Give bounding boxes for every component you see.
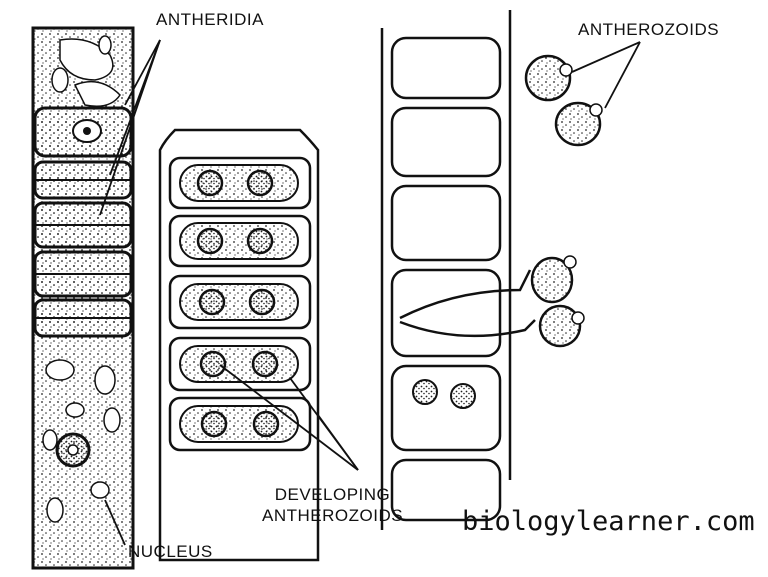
antheridia-label: ANTHERIDIA bbox=[156, 10, 264, 29]
watermark: biologylearner.com bbox=[462, 506, 755, 537]
middle-filament bbox=[158, 128, 320, 562]
developing-cell bbox=[168, 336, 312, 392]
right-filament bbox=[380, 10, 536, 530]
developing-cell bbox=[168, 396, 312, 452]
developing-cell bbox=[168, 156, 312, 210]
antherozoid bbox=[538, 304, 585, 348]
antheridium-cell bbox=[33, 106, 133, 158]
developing-label-line1: DEVELOPING bbox=[274, 485, 391, 504]
developing-cell bbox=[168, 214, 312, 268]
antherozoid bbox=[554, 101, 603, 147]
antherozoid bbox=[524, 54, 573, 102]
antherozoid bbox=[530, 255, 577, 304]
left-filament bbox=[31, 26, 135, 570]
developing-antherozoids-label: DEVELOPING ANTHEROZOIDS bbox=[262, 484, 403, 526]
nucleus bbox=[55, 432, 91, 468]
developing-cell bbox=[168, 274, 312, 330]
leader-lines bbox=[99, 39, 641, 546]
antherozoids-label: ANTHEROZOIDS bbox=[578, 20, 720, 39]
developing-label-line2: ANTHEROZOIDS bbox=[262, 506, 404, 525]
nucleus-label: NUCLEUS bbox=[128, 542, 213, 561]
